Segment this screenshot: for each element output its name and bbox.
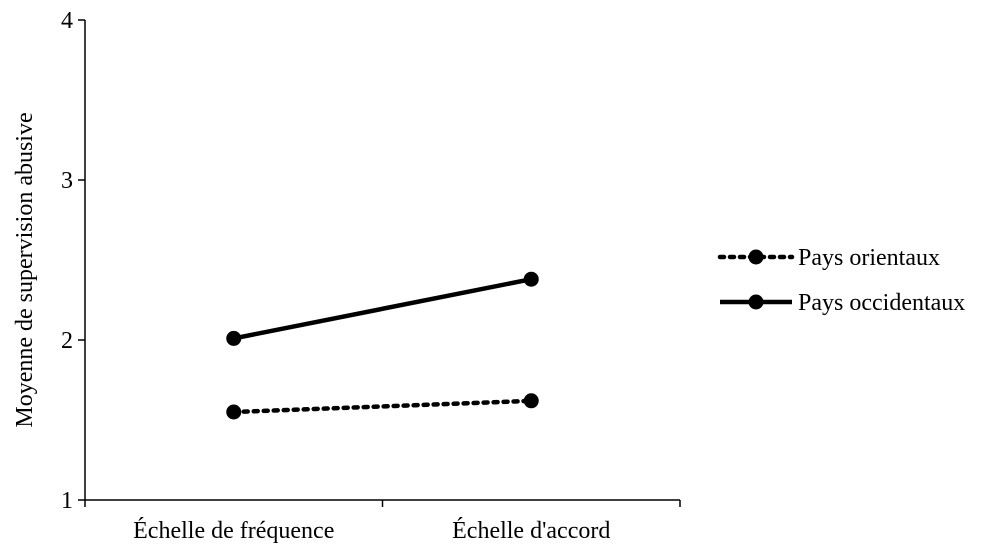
data-point [523,393,539,409]
legend-label: Pays orientaux [798,245,940,271]
data-point [226,330,242,346]
series-0 [226,393,539,420]
series-line [231,398,534,415]
series-line [233,276,532,341]
y-tick-label: 1 [61,488,73,514]
y-axis-title: Moyenne de supervision abusive [12,112,38,427]
y-tick-label: 2 [61,328,73,354]
x-tick-label: Échelle de fréquence [133,518,334,544]
legend-label: Pays occidentaux [798,290,965,316]
plot-area [226,271,539,420]
x-tick-label: Échelle d'accord [452,518,610,544]
series-1 [226,271,539,346]
legend: Pays orientaux Pays occidentaux [717,245,965,316]
data-point [523,271,539,287]
legend-marker [748,249,764,265]
legend-item-1: Pays occidentaux [720,290,965,316]
legend-marker [748,294,764,310]
y-tick-label: 4 [61,8,73,34]
data-point [226,404,242,420]
legend-item-0: Pays orientaux [717,245,940,271]
axes: 1 2 3 4 Échelle de fréquence Échelle d'accord… [12,8,681,544]
y-tick-label: 3 [61,168,73,194]
